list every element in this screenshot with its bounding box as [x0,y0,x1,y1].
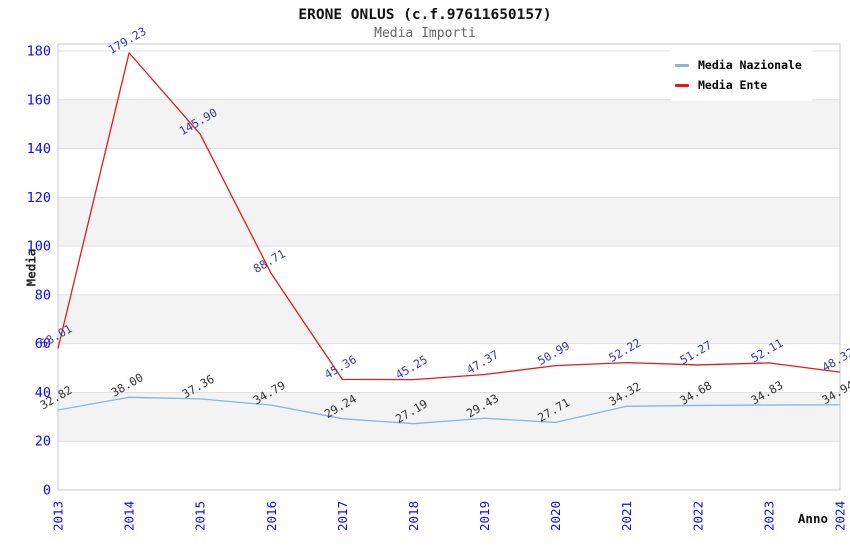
x-tick-label: 2024 [833,501,848,531]
y-tick-label: 80 [35,287,51,303]
y-tick-label: 40 [35,385,51,401]
y-axis-title: Media [23,248,39,287]
point-value-label: 58.01 [38,321,75,350]
plot-border [57,43,841,491]
legend-item-media-nazionale: Media Nazionale [675,58,812,72]
x-tick-label: 2013 [51,501,66,531]
plot-bands [58,99,840,442]
x-tick-label: 2019 [477,501,492,531]
chart-title: ERONE ONLUS (c.f.97611650157) [298,7,552,23]
series-line-media-ente [57,52,841,381]
y-tick-label: 0 [43,483,51,499]
point-value-label: 48.32 [820,345,850,374]
chart-legend: Media Nazionale Media Ente [671,49,812,101]
chart-subtitle: Media Importi [374,26,476,41]
x-tick-label: 2015 [193,501,208,531]
x-tick-label: 2018 [406,501,421,531]
legend-label: Media Nazionale [698,58,802,72]
y-tick-label: 100 [27,239,51,255]
x-axis-tick-labels: 2013 2014 2015 2016 2017 2018 2019 2020 2021 2022… [51,501,848,531]
y-tick-label: 160 [27,92,51,108]
legend-label: Media Ente [698,78,768,92]
x-axis-title: Anno [797,511,828,526]
point-value-label: 47.37 [464,347,501,376]
y-tick-label: 120 [27,190,51,206]
y-axis-tick-labels: 0 20 40 60 80 100 120 140 160 180 [27,44,51,499]
y-tick-label: 180 [27,44,51,60]
series-line-media-nazionale [57,396,841,425]
grid-band [58,294,840,344]
point-value-label: 179.23 [106,24,149,57]
point-value-label: 88.71 [251,246,288,275]
y-tick-label: 60 [35,336,51,352]
x-tick-label: 2020 [548,501,563,531]
x-tick-label: 2016 [264,501,279,531]
grid-band [58,392,840,442]
x-tick-label: 2022 [690,501,705,531]
legend-item-media-ente: Media Ente [675,78,812,92]
grid-band [58,99,840,149]
legend-line-swatch-icon [675,83,689,87]
x-tick-label: 2021 [619,501,634,531]
y-tick-label: 140 [27,141,51,157]
point-value-label: 45.25 [393,352,430,381]
x-tick-label: 2017 [335,501,350,531]
x-tick-label: 2014 [122,501,137,531]
x-tick-label: 2023 [761,501,776,531]
grid-band [58,197,840,247]
legend-line-swatch-icon [675,63,689,67]
y-tick-label: 20 [35,434,51,450]
